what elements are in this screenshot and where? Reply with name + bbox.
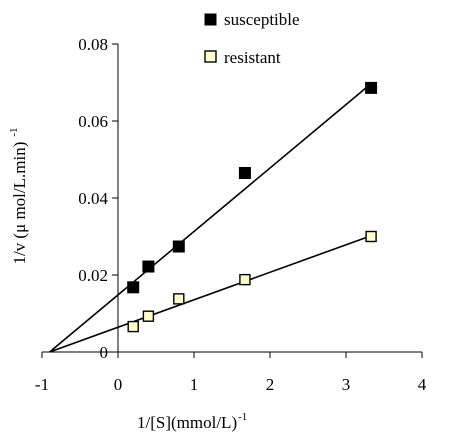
x-tick-label: -1 [35, 375, 49, 394]
y-axis-title-sup: -1 [8, 127, 20, 136]
point-susceptible [172, 240, 185, 253]
y-tick-label: 0.08 [78, 35, 108, 54]
point-susceptible [127, 281, 140, 294]
legend-marker-resistant [204, 50, 217, 63]
legend: susceptible resistant [204, 10, 300, 67]
fit-line-resistant [49, 234, 372, 353]
point-susceptible [142, 260, 155, 273]
point-resistant [142, 310, 155, 322]
x-axis-title: 1/[S](mmol/L)-1 [137, 411, 247, 432]
y-tick-label: 0.02 [78, 266, 108, 285]
point-resistant [365, 230, 377, 243]
legend-label-susceptible: susceptible [224, 10, 300, 29]
x-axis-title-text: 1/[S](mmol/L) [137, 413, 237, 432]
point-resistant [127, 320, 139, 333]
x-tick-label: 0 [114, 375, 123, 394]
y-axis-title: 1/v (μ mol/L.min) -1 [8, 127, 29, 264]
x-axis-title-sup: -1 [238, 411, 247, 423]
y-tick-label: 0 [100, 343, 109, 362]
x-tick-label: 3 [342, 375, 351, 394]
x-tick-label: 2 [266, 375, 275, 394]
y-ticks: 0 0.02 0.04 0.06 0.08 [78, 35, 118, 362]
legend-label-resistant: resistant [224, 48, 281, 67]
point-susceptible [238, 166, 251, 179]
x-tick-label: 1 [190, 375, 199, 394]
x-ticks: -1 0 1 2 3 4 [35, 352, 427, 394]
point-resistant [239, 273, 251, 286]
point-resistant [173, 293, 185, 305]
fit-lines [49, 83, 372, 353]
x-tick-label: 4 [418, 375, 427, 394]
y-axis-title-text: 1/v (μ mol/L.min) [10, 142, 29, 265]
point-susceptible [365, 81, 378, 94]
y-tick-label: 0.06 [78, 112, 108, 131]
data-markers [127, 81, 378, 333]
fit-line-susceptible [49, 83, 372, 353]
legend-marker-susceptible [204, 13, 217, 26]
y-tick-label: 0.04 [78, 189, 108, 208]
